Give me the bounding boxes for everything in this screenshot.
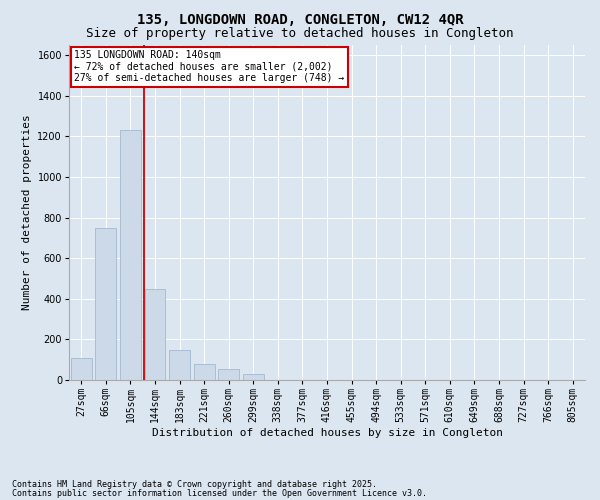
- Bar: [169, 350, 190, 380]
- Text: Contains public sector information licensed under the Open Government Licence v3: Contains public sector information licen…: [12, 488, 427, 498]
- Bar: [71, 358, 92, 380]
- Bar: [120, 130, 141, 380]
- Text: Size of property relative to detached houses in Congleton: Size of property relative to detached ho…: [86, 28, 514, 40]
- Bar: [194, 364, 215, 380]
- Text: 135 LONGDOWN ROAD: 140sqm
← 72% of detached houses are smaller (2,002)
27% of se: 135 LONGDOWN ROAD: 140sqm ← 72% of detac…: [74, 50, 344, 83]
- Text: 135, LONGDOWN ROAD, CONGLETON, CW12 4QR: 135, LONGDOWN ROAD, CONGLETON, CW12 4QR: [137, 12, 463, 26]
- Bar: [95, 228, 116, 380]
- Bar: [145, 288, 166, 380]
- Bar: [243, 374, 264, 380]
- X-axis label: Distribution of detached houses by size in Congleton: Distribution of detached houses by size …: [151, 428, 503, 438]
- Bar: [218, 369, 239, 380]
- Text: Contains HM Land Registry data © Crown copyright and database right 2025.: Contains HM Land Registry data © Crown c…: [12, 480, 377, 489]
- Y-axis label: Number of detached properties: Number of detached properties: [22, 114, 32, 310]
